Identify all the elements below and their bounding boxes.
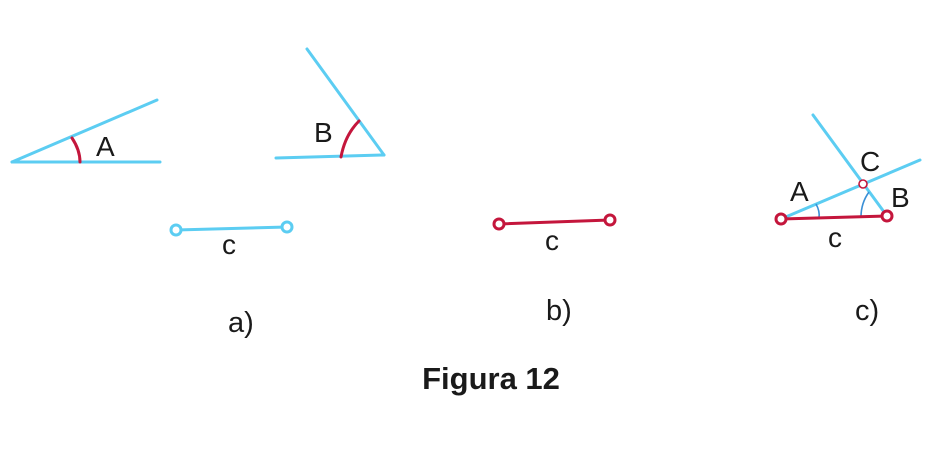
segment-a-endpoint-right [280,220,294,234]
triangle-c-figure: A B C c [774,113,922,253]
angle-a-label: A [96,131,115,162]
triangle-vertex-c-point [858,179,868,189]
triangle-vertex-a-point [774,212,788,226]
segment-a-figure: c [169,220,294,260]
angle-b-lower-ray [274,153,386,160]
angle-a-upper-ray [10,98,159,164]
angle-b-label: B [314,117,333,148]
triangle-side-c-label: c [828,222,842,253]
segment-b-label: c [545,225,559,256]
figure-caption: Figura 12 [422,361,560,396]
segment-b-figure: c [492,213,617,256]
segment-b-endpoint-right [603,213,617,227]
triangle-vertex-b-point [880,209,894,223]
segment-a-label: c [222,229,236,260]
segment-a-endpoint-left [169,223,183,237]
triangle-base-c [779,214,889,221]
triangle-angle-a-arc [815,203,820,219]
segment-a-line [174,225,289,232]
triangle-vertex-a-label: A [790,176,809,207]
part-b-label: b) [546,295,572,327]
triangle-angle-b-arc [860,191,870,218]
triangle-ray-from-a [779,158,922,221]
angle-b-figure: B [274,47,386,160]
angle-b-upper-ray [305,47,386,157]
triangle-vertex-b-label: B [891,182,910,213]
triangle-ray-from-b [811,113,889,218]
angle-a-arc [70,136,82,164]
segment-b-line [497,218,612,226]
triangle-vertex-c-label: C [860,146,880,177]
angle-a-figure: A [10,98,162,164]
part-a-label: a) [228,307,254,339]
part-c-label: c) [855,295,879,327]
segment-b-endpoint-left [492,217,506,231]
angle-b-arc [339,119,361,159]
